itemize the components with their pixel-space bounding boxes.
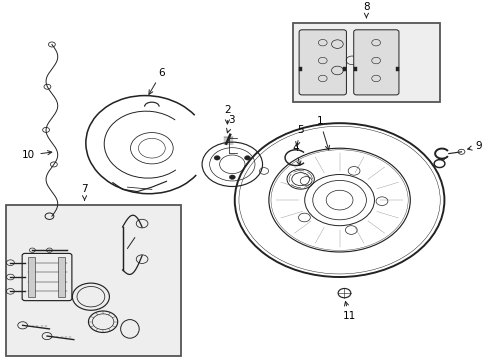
Text: 6: 6 — [149, 68, 164, 94]
Circle shape — [229, 175, 235, 179]
FancyBboxPatch shape — [299, 30, 346, 95]
Bar — [395, 67, 398, 72]
Text: 7: 7 — [81, 184, 88, 200]
Text: 5: 5 — [295, 125, 304, 146]
Bar — [299, 67, 302, 72]
Circle shape — [244, 156, 250, 160]
Bar — [353, 67, 356, 72]
Text: 11: 11 — [342, 302, 355, 321]
FancyBboxPatch shape — [353, 30, 398, 95]
Bar — [58, 257, 65, 297]
Text: 9: 9 — [467, 141, 481, 152]
Text: 1: 1 — [316, 116, 329, 150]
Bar — [27, 257, 35, 297]
Circle shape — [214, 156, 220, 160]
Text: 8: 8 — [363, 2, 369, 18]
Text: 4: 4 — [292, 143, 300, 165]
Text: 10: 10 — [22, 150, 52, 160]
Bar — [293, 23, 439, 102]
Text: 3: 3 — [226, 116, 234, 133]
Text: 2: 2 — [224, 105, 230, 124]
Bar — [343, 67, 346, 72]
Bar — [5, 206, 181, 356]
